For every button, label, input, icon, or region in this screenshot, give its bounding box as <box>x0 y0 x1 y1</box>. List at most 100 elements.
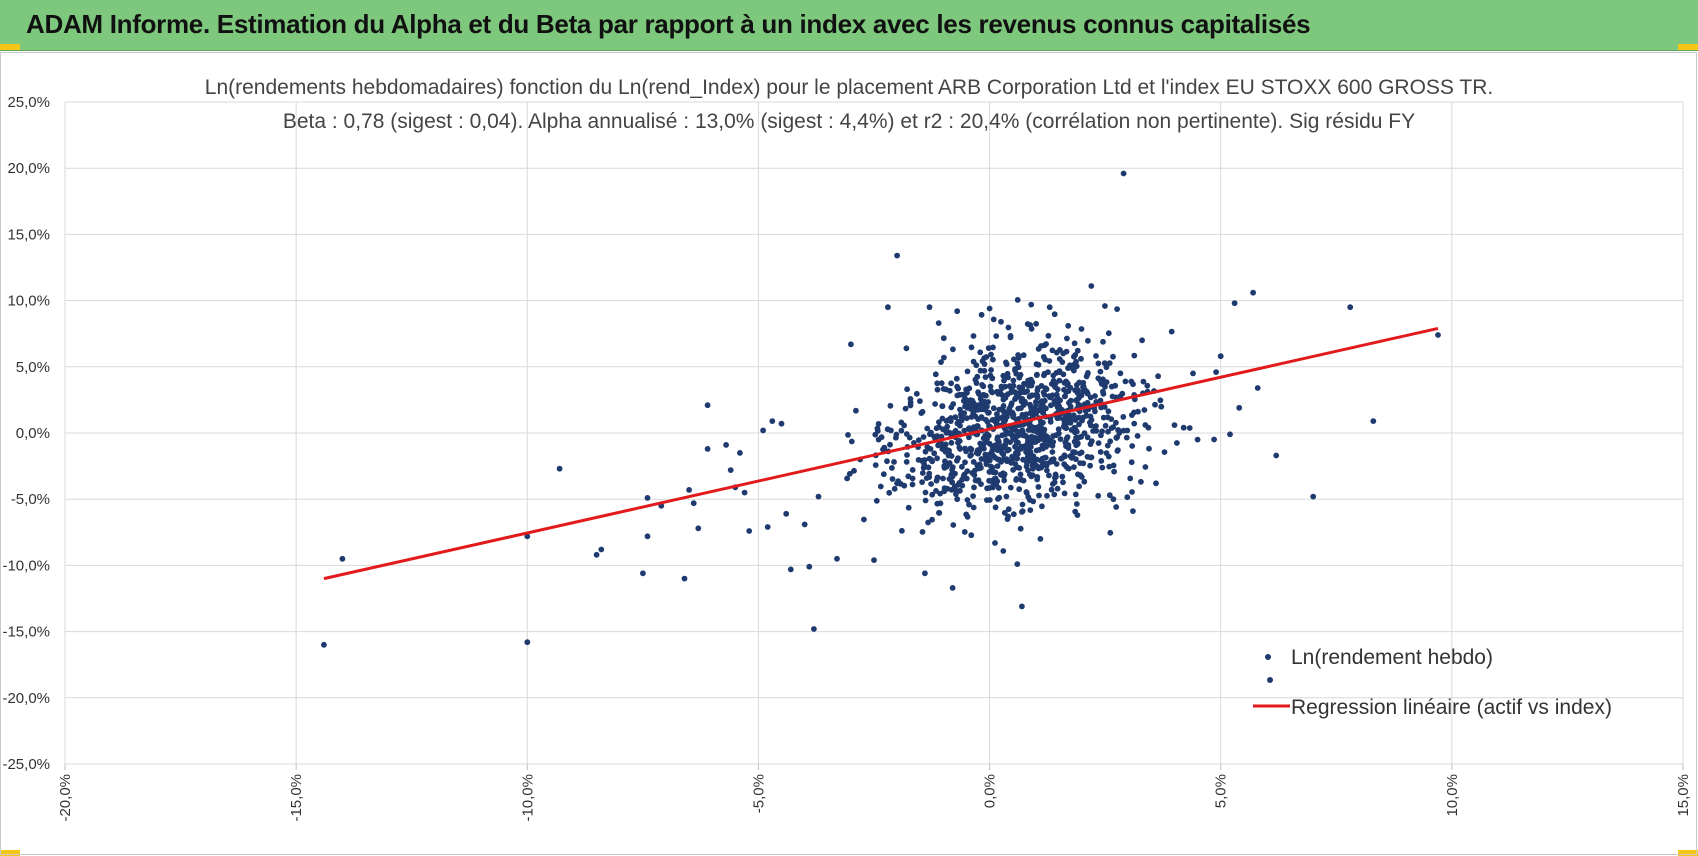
data-point <box>1000 451 1007 458</box>
data-point <box>1052 474 1058 481</box>
data-point <box>946 450 952 457</box>
data-point <box>556 465 563 472</box>
data-point <box>848 341 854 348</box>
data-point <box>1115 447 1121 453</box>
data-point <box>953 491 959 497</box>
data-point <box>964 497 971 503</box>
data-point <box>936 419 942 425</box>
data-point <box>904 386 910 393</box>
data-point <box>986 409 992 416</box>
data-point <box>954 383 960 390</box>
data-point <box>938 380 945 387</box>
data-point <box>966 400 973 407</box>
data-point <box>987 372 994 379</box>
x-tick-label: -5,0% <box>750 774 767 813</box>
data-point <box>704 446 711 452</box>
data-point <box>925 464 932 471</box>
data-point <box>1080 460 1087 467</box>
data-point <box>965 426 972 432</box>
data-point <box>1037 536 1044 542</box>
data-point <box>875 421 882 427</box>
data-point <box>1000 548 1007 554</box>
data-point <box>949 585 956 591</box>
data-point <box>1031 439 1038 445</box>
data-point <box>1171 422 1178 428</box>
data-point <box>1012 437 1019 444</box>
data-point <box>990 316 997 323</box>
data-point <box>1435 332 1441 338</box>
data-point <box>524 639 531 646</box>
data-point <box>913 390 920 397</box>
data-point <box>1045 332 1052 339</box>
data-point <box>1053 391 1060 398</box>
data-point <box>950 346 956 353</box>
data-point <box>644 495 651 501</box>
data-point <box>994 463 1001 469</box>
data-point <box>1079 417 1085 424</box>
data-point <box>1231 300 1238 307</box>
data-point <box>1005 446 1012 453</box>
data-point <box>954 392 961 399</box>
legend-marker-points-2 <box>1267 677 1273 683</box>
data-point <box>929 491 936 498</box>
data-point <box>933 488 939 494</box>
data-point <box>938 359 944 365</box>
data-point <box>1110 353 1116 360</box>
data-point <box>1003 493 1010 500</box>
data-point <box>1040 430 1047 437</box>
data-point <box>598 546 605 553</box>
data-point <box>787 566 794 573</box>
data-point <box>769 418 776 424</box>
data-point <box>593 551 600 558</box>
data-point <box>1015 364 1022 371</box>
data-point <box>1014 297 1021 303</box>
data-point <box>959 463 965 470</box>
data-point <box>992 504 999 511</box>
data-point <box>783 510 790 517</box>
regression-line-group <box>323 326 1439 581</box>
data-point <box>978 311 985 318</box>
y-tick-label: 15,0% <box>7 226 50 243</box>
data-point <box>1018 405 1024 411</box>
data-point <box>1078 449 1085 456</box>
data-point <box>1025 494 1032 500</box>
data-point <box>880 446 886 453</box>
data-point <box>1068 454 1075 461</box>
data-point <box>1064 434 1071 440</box>
data-point <box>907 399 914 406</box>
data-point <box>1087 394 1094 401</box>
x-axis-ticks: -20,0% -15,0% -10,0% -5,0% 0,0% 5,0% 10,0% 15,0… <box>57 774 1692 822</box>
data-point <box>1056 377 1063 384</box>
data-point <box>1004 370 1011 377</box>
data-point <box>954 496 961 503</box>
data-point <box>988 351 994 358</box>
data-point <box>1016 374 1023 381</box>
data-point <box>976 391 982 397</box>
data-point <box>1020 477 1027 484</box>
data-point <box>1026 393 1033 400</box>
data-point <box>1024 434 1031 441</box>
data-point <box>901 482 908 489</box>
data-point <box>1015 352 1021 358</box>
data-point <box>993 333 1000 339</box>
data-point <box>964 368 971 375</box>
data-point <box>1043 462 1050 469</box>
data-point <box>945 417 952 423</box>
data-point <box>1008 400 1015 407</box>
data-point <box>957 406 963 413</box>
data-point <box>1053 461 1060 467</box>
data-point <box>1072 491 1079 498</box>
data-point <box>940 335 947 342</box>
data-point <box>880 471 887 478</box>
data-point <box>952 414 959 421</box>
data-point <box>922 497 929 504</box>
data-point <box>997 471 1004 478</box>
data-point <box>903 345 910 352</box>
legend: Ln(rendement hebdo) Regression linéaire … <box>1253 646 1612 719</box>
data-point <box>924 425 931 432</box>
data-point <box>962 459 968 466</box>
data-point <box>1033 320 1039 327</box>
data-point <box>964 468 971 474</box>
data-point <box>1124 427 1131 434</box>
